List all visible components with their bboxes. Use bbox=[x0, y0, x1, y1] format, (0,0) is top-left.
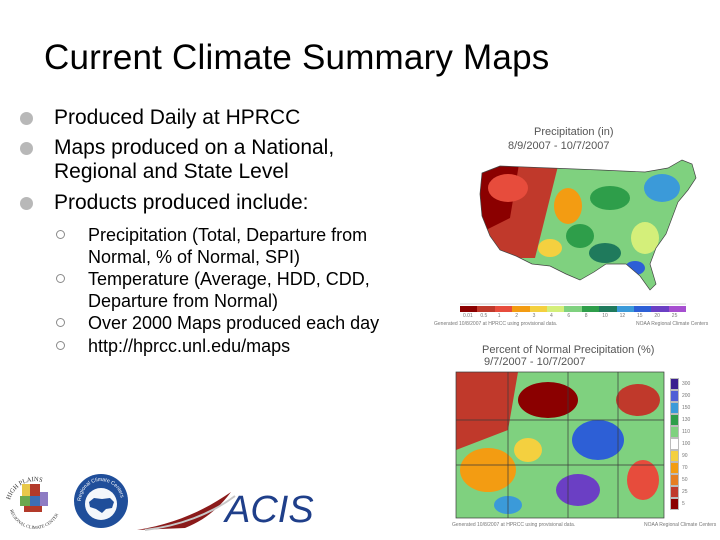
precip-legend-label: 3 bbox=[532, 313, 536, 319]
pct-footer-right: NOAA Regional Climate Centers bbox=[644, 522, 717, 528]
bullet-dot-icon bbox=[20, 112, 33, 125]
pct-legend-label: 50 bbox=[682, 477, 688, 483]
precip-legend-swatch bbox=[564, 306, 582, 312]
pct-legend-swatch bbox=[670, 498, 679, 510]
precip-legend-swatch bbox=[651, 306, 669, 312]
precip-footer-right: NOAA Regional Climate Centers bbox=[636, 321, 709, 327]
precip-legend-label: 8 bbox=[584, 313, 588, 319]
pct-footer-left: Generated 10/8/2007 at HPRCC using provi… bbox=[452, 522, 576, 528]
us-map-graphic bbox=[460, 159, 697, 305]
precip-legend-label: 10 bbox=[602, 313, 608, 319]
precip-legend-swatch bbox=[634, 306, 652, 312]
precip-map-dates: 8/9/2007 - 10/7/2007 bbox=[508, 140, 610, 152]
pct-legend-label: 200 bbox=[682, 393, 691, 399]
precip-legend-label: 20 bbox=[654, 313, 660, 319]
pct-legend-label: 110 bbox=[682, 429, 690, 435]
pct-legend-label: 100 bbox=[682, 441, 691, 447]
pct-legend-label: 300 bbox=[682, 381, 691, 387]
sub-bullet-item: Temperature (Average, HDD, CDD, Departur… bbox=[54, 269, 420, 312]
pct-legend-label: 90 bbox=[682, 453, 688, 459]
precip-legend-label: 0.01 bbox=[463, 313, 473, 319]
pct-map-dates: 9/7/2007 - 10/7/2007 bbox=[484, 356, 586, 368]
precip-legend-label: 25 bbox=[671, 313, 678, 319]
precipitation-map: Precipitation (in) 8/9/2007 - 10/7/2007 … bbox=[430, 118, 716, 333]
ring-bullet-icon bbox=[56, 318, 65, 327]
bullet-item: Products produced include: Precipitation… bbox=[20, 191, 420, 358]
acis-wordmark: ACIS bbox=[225, 489, 314, 531]
acis-logo: ACIS bbox=[135, 488, 314, 532]
precip-legend-label: 1 bbox=[497, 313, 501, 319]
pct-legend-label: 25 bbox=[682, 489, 688, 495]
precip-footer-left: Generated 10/8/2007 at HPRCC using provi… bbox=[434, 321, 558, 327]
precip-legend-swatch bbox=[529, 306, 547, 312]
bullet-list: Produced Daily at HPRCC Maps produced on… bbox=[20, 106, 420, 357]
precip-legend-swatch bbox=[599, 306, 617, 312]
precip-map-title: Precipitation (in) bbox=[534, 126, 614, 138]
pct-legend-label: 130 bbox=[682, 417, 691, 423]
pct-legend-swatch bbox=[670, 378, 679, 390]
precip-legend-label: 6 bbox=[567, 313, 571, 319]
precip-legend-label: 0.5 bbox=[480, 313, 488, 319]
pct-legend-swatch bbox=[670, 438, 679, 450]
precip-legend-swatch bbox=[616, 306, 634, 312]
pct-map-title: Percent of Normal Precipitation (%) bbox=[482, 344, 655, 356]
pct-legend-swatch bbox=[670, 486, 679, 498]
sub-bullet-text: Over 2000 Maps produced each day bbox=[88, 313, 380, 333]
rcc-logo-graphic: Regional Climate Centers bbox=[74, 474, 128, 528]
pct-legend-label: 70 bbox=[682, 465, 688, 471]
rcc-logo: Regional Climate Centers bbox=[72, 472, 130, 530]
ring-bullet-icon bbox=[56, 340, 65, 350]
bullet-text: Produced Daily at HPRCC bbox=[54, 106, 301, 129]
slide-title: Current Climate Summary Maps bbox=[44, 38, 550, 77]
precip-legend-label: 12 bbox=[619, 313, 626, 319]
sub-bullet-text: Precipitation (Total, Departure from Nor… bbox=[88, 225, 368, 267]
precip-legend-label: 4 bbox=[550, 313, 553, 319]
precip-legend-swatch bbox=[668, 306, 687, 312]
pct-legend-swatch bbox=[670, 390, 679, 402]
bullet-item: Produced Daily at HPRCC bbox=[20, 106, 420, 131]
sub-bullet-item: Precipitation (Total, Departure from Nor… bbox=[54, 225, 420, 268]
pct-legend-swatch bbox=[670, 474, 679, 486]
precip-legend-label: 2 bbox=[515, 313, 518, 319]
bullet-dot-icon bbox=[20, 141, 33, 155]
precip-legend-swatch bbox=[581, 306, 600, 312]
sub-bullet-item: http://hprcc.unl.edu/maps bbox=[54, 336, 420, 358]
precip-legend-label: 15 bbox=[637, 313, 643, 319]
bullet-item: Maps produced on a National, Regional an… bbox=[20, 136, 420, 185]
pct-legend-swatch bbox=[670, 402, 679, 414]
pct-legend-label: 150 bbox=[682, 405, 691, 411]
bullet-text: Products produced include: bbox=[54, 190, 309, 214]
precip-legend-swatch bbox=[512, 306, 530, 312]
percent-normal-map: Percent of Normal Precipitation (%) 9/7/… bbox=[448, 340, 717, 530]
hprcc-logo: HIGH PLAINS REGIONAL CLIMATE CENTER bbox=[2, 462, 68, 534]
bullet-dot-icon bbox=[20, 196, 33, 210]
pct-legend-swatch bbox=[670, 462, 679, 474]
bullet-text: Maps produced on a National, Regional an… bbox=[54, 135, 335, 184]
sub-bullet-text: http://hprcc.unl.edu/maps bbox=[88, 335, 291, 356]
sub-bullet-list: Precipitation (Total, Departure from Nor… bbox=[54, 225, 420, 357]
precip-legend-swatch bbox=[477, 306, 495, 312]
regional-map-graphic bbox=[455, 371, 665, 519]
precip-legend-swatch bbox=[547, 306, 565, 312]
pct-legend-label: 5 bbox=[682, 501, 685, 507]
sub-bullet-item: Over 2000 Maps produced each day bbox=[54, 313, 420, 335]
ring-bullet-icon bbox=[56, 230, 65, 239]
precip-legend-swatch bbox=[494, 306, 513, 312]
hprcc-logo-graphic: HIGH PLAINS REGIONAL CLIMATE CENTER bbox=[5, 476, 59, 530]
ring-bullet-icon bbox=[56, 274, 65, 283]
sub-bullet-text: Temperature (Average, HDD, CDD, Departur… bbox=[88, 269, 370, 311]
acis-swoosh-graphic bbox=[137, 492, 236, 531]
precip-legend-swatch bbox=[460, 306, 478, 312]
pct-legend-swatch bbox=[670, 414, 679, 426]
pct-legend-swatch bbox=[670, 426, 679, 438]
pct-legend-swatch bbox=[670, 450, 679, 462]
